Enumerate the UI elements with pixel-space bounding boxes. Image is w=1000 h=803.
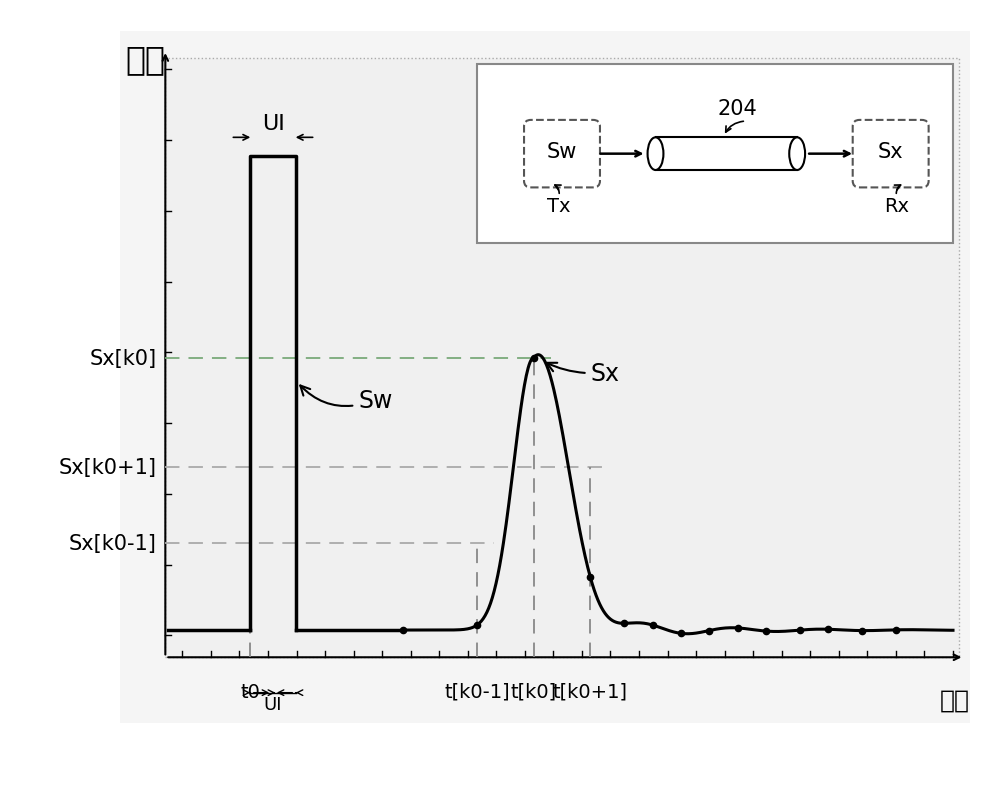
Polygon shape	[477, 65, 953, 244]
FancyBboxPatch shape	[853, 120, 929, 188]
Polygon shape	[656, 138, 797, 171]
Text: 204: 204	[718, 99, 758, 119]
Ellipse shape	[789, 138, 805, 171]
FancyBboxPatch shape	[524, 120, 600, 188]
Polygon shape	[165, 59, 959, 658]
Text: Sx: Sx	[878, 142, 903, 161]
Text: Sw: Sw	[547, 142, 577, 161]
Text: Sx[k0-1]: Sx[k0-1]	[69, 533, 157, 553]
Text: t[k0]: t[k0]	[511, 682, 557, 701]
Text: t[k0-1]: t[k0-1]	[444, 682, 510, 701]
Text: Sx[k0+1]: Sx[k0+1]	[59, 457, 157, 477]
Text: t0: t0	[240, 682, 260, 701]
Text: Rx: Rx	[884, 197, 909, 216]
Text: Tx: Tx	[547, 197, 571, 216]
Ellipse shape	[648, 138, 663, 171]
Text: Sw: Sw	[300, 386, 392, 412]
Text: t[k0+1]: t[k0+1]	[553, 682, 628, 701]
Text: Sx: Sx	[547, 361, 619, 385]
Text: 时间: 时间	[940, 687, 970, 711]
Text: UI: UI	[262, 114, 284, 134]
Text: 强度: 强度	[126, 43, 166, 76]
Text: UI: UI	[264, 695, 282, 714]
Text: Sx[k0]: Sx[k0]	[90, 349, 157, 369]
